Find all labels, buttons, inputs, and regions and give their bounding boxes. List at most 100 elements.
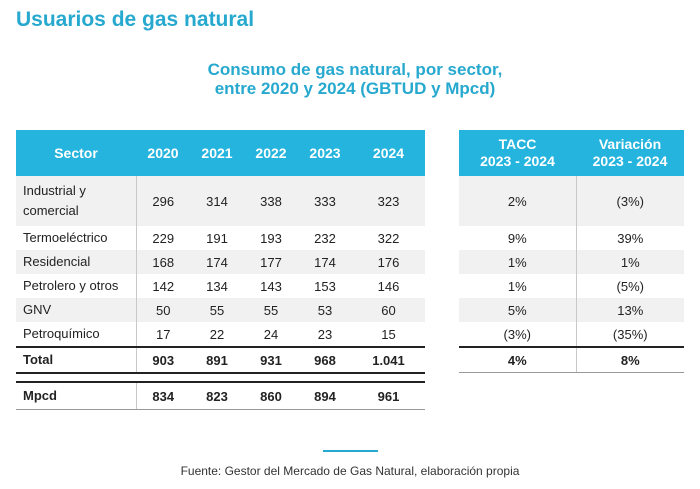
table-row: Petrolero y otros 142 134 143 153 146 <box>16 274 425 298</box>
header-2020: 2020 <box>136 130 190 176</box>
variacion-cell: (3%) <box>576 176 684 226</box>
tacc-cell: 1% <box>459 250 577 274</box>
mpcd-cell: 961 <box>352 381 425 410</box>
header-2024: 2024 <box>352 130 425 176</box>
mpcd-cell: 894 <box>298 381 352 410</box>
variacion-cell: 13% <box>576 298 684 322</box>
table-cell: 177 <box>244 250 298 274</box>
row-label: Petrolero y otros <box>16 274 137 298</box>
table-row: 1% 1% <box>459 250 684 274</box>
variacion-cell: (35%) <box>612 326 648 342</box>
table-row: 1% (5%) <box>459 274 684 298</box>
table-row: Residencial 168 174 177 174 176 <box>16 250 425 274</box>
table-row: 2% (3%) <box>459 176 684 226</box>
mpcd-label: Mpcd <box>16 381 137 410</box>
tacc-cell: 1% <box>459 274 577 298</box>
growth-table: TACC 2023 - 2024 Variación 2023 - 2024 2… <box>459 130 684 373</box>
total-cell: 1.041 <box>352 346 425 374</box>
variacion-cell: 39% <box>617 230 644 246</box>
table-cell: 323 <box>352 176 425 226</box>
table-cell: 229 <box>152 230 175 246</box>
header-2021: 2021 <box>190 130 244 176</box>
subtitle-line-1: Consumo de gas natural, por sector, <box>207 60 503 79</box>
header-variacion: Variación 2023 - 2024 <box>576 130 684 176</box>
total-row: Total 903 891 931 968 1.041 <box>16 346 425 374</box>
header-tacc-line1: TACC <box>498 136 537 152</box>
table-cell: 333 <box>298 176 352 226</box>
table-row: (3%) (35%) <box>459 322 684 347</box>
page-title: Usuarios de gas natural <box>16 8 255 31</box>
table-cell: 60 <box>352 298 425 322</box>
mpcd-cell: 860 <box>244 381 298 410</box>
divider-rule <box>323 450 378 452</box>
spacer-cell <box>16 373 425 382</box>
table-cell: 232 <box>314 230 336 246</box>
total-cell: 931 <box>244 346 298 374</box>
table-row: 5% 13% <box>459 298 684 322</box>
table-cell: 55 <box>244 298 298 322</box>
table-cell: 153 <box>314 278 336 294</box>
total-cell: 891 <box>190 346 244 374</box>
table-cell: 176 <box>352 250 425 274</box>
tacc-cell: 5% <box>459 298 577 322</box>
table-cell: 50 <box>136 298 190 322</box>
table-row: Termoeléctrico 229 191 193 232 322 <box>16 226 425 250</box>
table-cell: 23 <box>317 326 333 342</box>
table-cell: 191 <box>206 230 228 246</box>
growth-header-row: TACC 2023 - 2024 Variación 2023 - 2024 <box>459 130 684 176</box>
table-cell: 174 <box>298 250 352 274</box>
variacion-cell: 1% <box>576 250 684 274</box>
tacc-cell: 2% <box>459 176 577 226</box>
header-2023: 2023 <box>298 130 352 176</box>
table-row: Industrial y comercial 296 314 338 333 3… <box>16 176 425 226</box>
mpcd-cell: 823 <box>190 381 244 410</box>
variacion-cell: (5%) <box>616 278 644 294</box>
table-cell: 15 <box>381 326 396 342</box>
row-label: Industrial y comercial <box>16 176 137 226</box>
table-cell: 17 <box>156 326 171 342</box>
table-row: GNV 50 55 55 53 60 <box>16 298 425 322</box>
source-note: Fuente: Gestor del Mercado de Gas Natura… <box>180 464 520 478</box>
table-cell: 143 <box>260 278 282 294</box>
table-cell: 146 <box>377 278 400 294</box>
total-cell: 968 <box>298 346 352 374</box>
total-row: 4% 8% <box>459 346 684 373</box>
row-label: Residencial <box>16 250 137 274</box>
table-cell: 134 <box>206 278 228 294</box>
row-label: GNV <box>16 298 137 322</box>
header-tacc: TACC 2023 - 2024 <box>459 130 576 176</box>
mpcd-cell: 834 <box>136 381 190 410</box>
subtitle-line-2: entre 2020 y 2024 (GBTUD y Mpcd) <box>214 79 496 98</box>
table-cell: 174 <box>190 250 244 274</box>
variacion-total-cell: 8% <box>576 346 684 373</box>
header-tacc-line2: 2023 - 2024 <box>480 153 555 169</box>
row-label: Petroquímico <box>16 322 137 347</box>
table-cell: 53 <box>298 298 352 322</box>
table-cell: 193 <box>260 230 282 246</box>
header-2022: 2022 <box>244 130 298 176</box>
table-cell: 338 <box>244 176 298 226</box>
table-row: 9% 39% <box>459 226 684 250</box>
spacer-row <box>16 373 425 382</box>
total-label: Total <box>16 346 137 374</box>
table-cell: 24 <box>263 326 279 342</box>
table-cell: 296 <box>136 176 190 226</box>
table-cell: 314 <box>190 176 244 226</box>
table-cell: 322 <box>377 230 400 246</box>
table-cell: 22 <box>209 326 225 342</box>
header-variacion-line2: 2023 - 2024 <box>592 153 668 169</box>
table-subtitle: Consumo de gas natural, por sector, entr… <box>120 60 590 98</box>
table-header-row: Sector 2020 2021 2022 2023 2024 <box>16 130 425 176</box>
table-row: Petroquímico 17 22 24 23 15 <box>16 322 425 347</box>
row-label: Termoeléctrico <box>16 226 137 250</box>
table-cell: 142 <box>152 278 175 294</box>
mpcd-row: Mpcd 834 823 860 894 961 <box>16 381 425 410</box>
tacc-cell: (3%) <box>459 322 577 347</box>
header-sector: Sector <box>16 130 136 176</box>
tacc-cell: 9% <box>459 226 577 250</box>
consumption-table: Sector 2020 2021 2022 2023 2024 Industri… <box>16 130 425 410</box>
table-cell: 168 <box>136 250 190 274</box>
table-cell: 55 <box>190 298 244 322</box>
header-variacion-line1: Variación <box>598 136 662 152</box>
total-cell: 903 <box>136 346 190 374</box>
